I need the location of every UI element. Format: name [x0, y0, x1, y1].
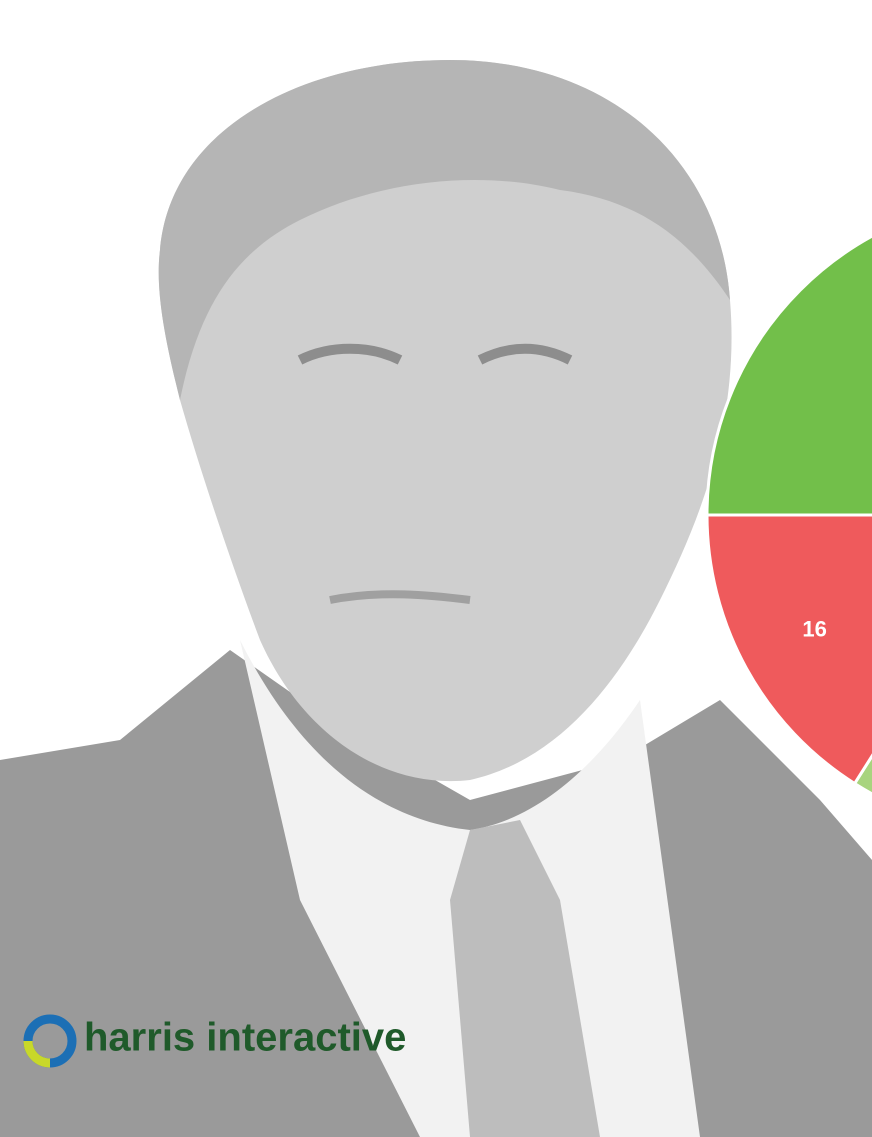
- pie-slice: [707, 197, 872, 515]
- page: 16 harris interactive (() => { const dat…: [0, 0, 872, 1137]
- logo: harris interactive: [28, 1016, 406, 1063]
- logo-text: harris interactive: [84, 1016, 406, 1060]
- value-label: 16: [802, 616, 826, 641]
- slide: 16 harris interactive: [0, 0, 872, 1137]
